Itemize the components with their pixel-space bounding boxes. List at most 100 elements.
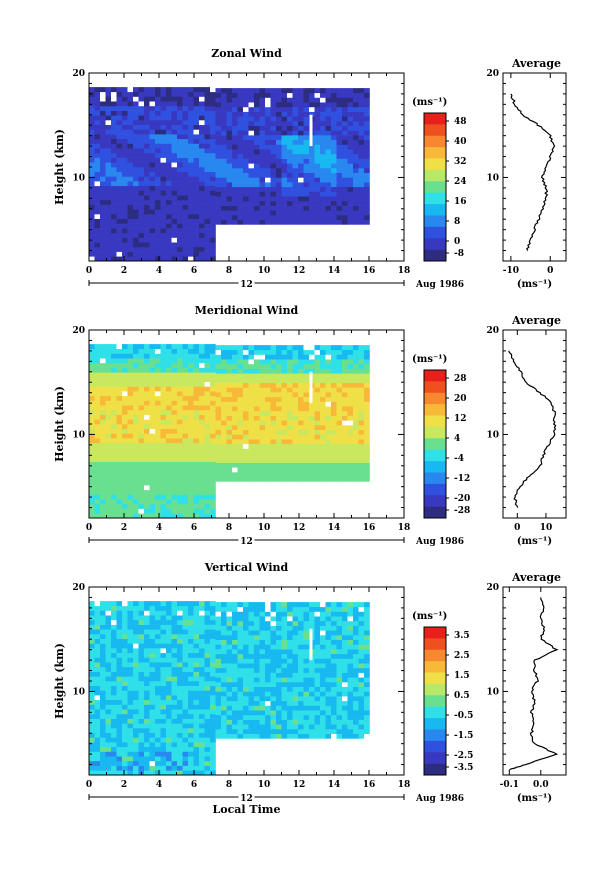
heatmap-cell	[138, 134, 145, 140]
heatmap-cell	[336, 420, 343, 426]
heatmap-cell	[171, 619, 178, 625]
heatmap-cell	[292, 672, 299, 678]
heatmap-cell	[320, 88, 326, 94]
heatmap-cell	[149, 190, 156, 196]
heatmap-cell	[138, 344, 145, 350]
heatmap-cell	[155, 513, 161, 519]
heatmap-cell	[171, 709, 178, 715]
heatmap-cell	[226, 625, 233, 631]
heatmap-cell	[133, 167, 139, 172]
heatmap-cell	[144, 232, 150, 238]
heatmap-cell	[133, 662, 139, 668]
heatmap-cell	[232, 700, 238, 706]
heatmap-cell	[193, 709, 200, 715]
heatmap-cell	[331, 406, 337, 412]
heatmap-cell	[270, 401, 277, 407]
heatmap-cell	[281, 644, 288, 650]
heatmap-cell	[281, 97, 288, 103]
heatmap-cell	[177, 162, 183, 168]
heatmap-cell	[314, 149, 321, 155]
heatmap-cell	[314, 453, 321, 459]
heatmap-cell	[281, 714, 288, 720]
heatmap-cell	[210, 466, 216, 472]
heatmap-cell	[171, 756, 178, 762]
heatmap-cell	[364, 102, 370, 108]
heatmap-cell	[155, 475, 161, 481]
heatmap-cell	[166, 756, 172, 762]
heatmap-cell	[188, 209, 194, 215]
heatmap-cell	[248, 130, 255, 136]
heatmap-cell	[160, 442, 167, 448]
heatmap-cell	[243, 649, 249, 655]
heatmap-cell	[281, 443, 288, 449]
heatmap-cell	[149, 471, 156, 476]
heatmap-cell	[347, 415, 354, 421]
heatmap-cell	[331, 158, 337, 164]
heatmap-cell	[215, 116, 222, 122]
heatmap-cell	[111, 400, 117, 406]
heatmap-cell	[298, 410, 304, 416]
heatmap-cell	[94, 214, 101, 219]
heatmap-cell	[347, 144, 354, 150]
heatmap-cell	[232, 448, 238, 454]
heatmap-cell	[182, 713, 189, 719]
heatmap-cell	[105, 685, 112, 691]
heatmap-cell	[100, 751, 106, 757]
heatmap-cell	[111, 652, 117, 658]
heatmap-cell	[144, 765, 150, 771]
heatmap-cell	[221, 106, 227, 112]
heatmap-cell	[303, 363, 310, 369]
heatmap-cell	[281, 135, 288, 141]
heatmap-cell	[111, 405, 117, 411]
heatmap-cell	[149, 395, 156, 401]
heatmap-cell	[292, 196, 299, 202]
heatmap-cell	[144, 699, 150, 705]
heatmap-cell	[160, 760, 167, 766]
heatmap-cell	[166, 466, 172, 472]
heatmap-cell	[94, 638, 101, 644]
heatmap-cell	[182, 409, 189, 415]
heatmap-cell	[138, 662, 145, 668]
heatmap-cell	[138, 610, 145, 616]
heatmap-cell	[138, 209, 145, 215]
heatmap-cell	[138, 619, 145, 625]
heatmap-cell	[100, 666, 106, 672]
heatmap-cell	[149, 87, 156, 93]
heatmap-cell	[166, 419, 172, 425]
heatmap-cell	[270, 429, 277, 435]
heatmap-cell	[116, 638, 123, 644]
heatmap-cell	[160, 91, 167, 97]
heatmap-cell	[215, 168, 222, 173]
heatmap-cell	[314, 219, 321, 225]
heatmap-cell	[177, 485, 183, 491]
heatmap-cell	[182, 110, 189, 116]
heatmap-cell	[265, 663, 271, 669]
heatmap-cell	[149, 181, 156, 187]
heatmap-cell	[177, 400, 183, 406]
heatmap-cell	[149, 105, 156, 111]
heatmap-cell	[259, 130, 266, 136]
heatmap-cell	[232, 658, 238, 664]
heatmap-cell	[199, 386, 205, 392]
heatmap-cell	[105, 475, 112, 481]
heatmap-cell	[204, 447, 211, 453]
heatmap-cell	[325, 378, 332, 383]
heatmap-cell	[193, 513, 200, 519]
heatmap-cell	[281, 158, 288, 164]
heatmap-cell	[138, 671, 145, 677]
heatmap-cell	[287, 396, 293, 402]
heatmap-cell	[232, 635, 238, 640]
heatmap-cell	[358, 378, 365, 383]
heatmap-cell	[105, 91, 112, 97]
heatmap-cell	[133, 676, 139, 682]
heatmap-cell	[105, 760, 112, 766]
heatmap-cell	[325, 135, 332, 141]
heatmap-cell	[248, 410, 255, 416]
heatmap-cell	[237, 714, 244, 720]
heatmap-cell	[276, 635, 282, 640]
heatmap-cell	[221, 620, 227, 626]
heatmap-cell	[100, 671, 106, 677]
heatmap-cell	[199, 176, 205, 182]
heatmap-cell	[270, 200, 277, 206]
heatmap-cell	[160, 101, 167, 107]
